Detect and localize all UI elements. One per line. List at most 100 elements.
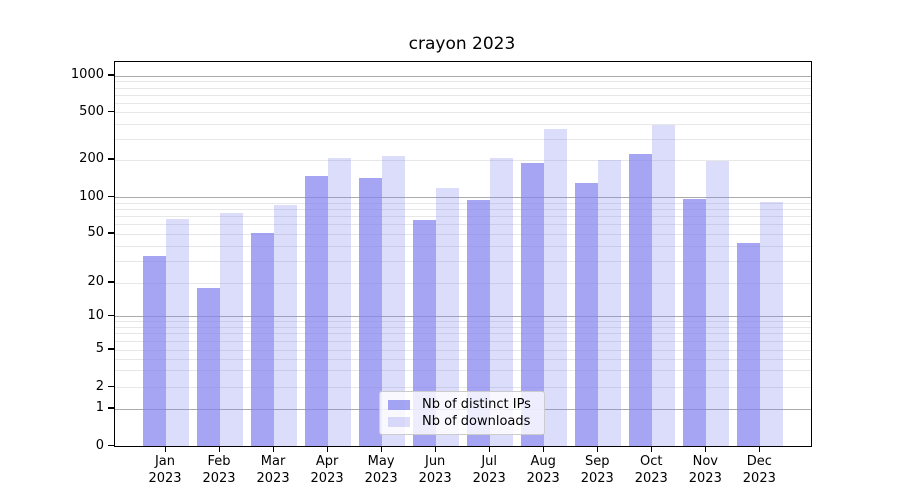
gridline-minor <box>115 224 811 226</box>
x-tick-label: Jul 2023 <box>459 453 519 487</box>
bar-distinct-ips-dec <box>737 243 761 446</box>
gridline-minor <box>115 87 811 89</box>
x-tick-mark <box>326 447 329 452</box>
y-tick-label: 200 <box>79 151 104 167</box>
gridline-minor <box>115 326 811 328</box>
x-tick-month: Mar <box>260 454 286 469</box>
bar-downloads-jan <box>166 219 189 446</box>
y-tick-mark <box>108 110 114 113</box>
gridline-minor <box>115 81 811 83</box>
x-tick-label: Sep 2023 <box>567 453 627 487</box>
y-tick-label: 0 <box>95 437 104 453</box>
gridline-major <box>115 197 811 198</box>
x-tick-month: Feb <box>207 454 231 469</box>
legend-swatch-distinct-ips <box>388 399 410 410</box>
x-tick-label: Dec 2023 <box>729 453 789 487</box>
bar-downloads-may <box>382 156 406 446</box>
y-tick-label: 50 <box>87 225 104 241</box>
x-tick-year: 2023 <box>364 471 398 486</box>
x-tick-mark <box>434 447 437 452</box>
legend-entry-downloads: Nb of downloads <box>388 414 536 429</box>
bar-downloads-apr <box>328 158 352 446</box>
gridline-minor <box>115 102 811 104</box>
y-tick-label: 2 <box>95 378 104 394</box>
gridline-minor <box>115 370 811 372</box>
bar-downloads-nov <box>706 160 730 446</box>
x-tick-year: 2023 <box>742 471 776 486</box>
gridline-minor <box>115 387 811 389</box>
x-tick-label: Aug 2023 <box>513 453 573 487</box>
gridline-minor <box>115 216 811 218</box>
legend-entry-distinct-ips: Nb of distinct IPs <box>388 397 536 412</box>
bar-distinct-ips-jun <box>413 219 437 446</box>
bar-distinct-ips-sep <box>575 182 599 446</box>
bar-downloads-sep <box>598 159 622 446</box>
y-tick-label: 500 <box>79 103 104 119</box>
x-tick-mark <box>758 447 761 452</box>
y-tick-label: 20 <box>87 274 104 290</box>
gridline-major <box>115 316 811 318</box>
y-tick-mark <box>108 385 114 388</box>
bar-downloads-feb <box>220 213 244 446</box>
x-tick-month: Nov <box>692 454 718 469</box>
bar-distinct-ips-apr <box>305 176 329 446</box>
chart-title: crayon 2023 <box>408 34 516 54</box>
x-tick-label: Jan 2023 <box>135 453 195 487</box>
gridline-minor <box>115 282 811 284</box>
x-tick-month: Aug <box>530 454 556 469</box>
gridline-minor <box>115 261 811 263</box>
y-tick-mark <box>108 348 114 350</box>
bar-distinct-ips-jul <box>467 200 491 446</box>
x-tick-year: 2023 <box>256 471 290 486</box>
gridline-minor <box>115 202 811 204</box>
gridline-minor <box>115 123 811 125</box>
y-tick-label: 1000 <box>70 67 104 83</box>
legend-label-downloads: Nb of downloads <box>422 414 531 429</box>
x-tick-month: Apr <box>315 454 339 469</box>
x-tick-month: May <box>367 454 395 469</box>
x-tick-month: Sep <box>584 454 610 469</box>
bar-downloads-mar <box>274 205 298 446</box>
gridline-minor <box>115 208 811 210</box>
x-tick-month: Oct <box>640 454 663 469</box>
bar-downloads-dec <box>760 202 784 446</box>
x-tick-mark <box>596 447 599 452</box>
y-tick-mark <box>108 74 114 76</box>
bar-downloads-jun <box>436 188 460 446</box>
x-tick-month: Jun <box>424 454 446 469</box>
bar-downloads-jul <box>490 157 514 446</box>
x-tick-year: 2023 <box>472 471 506 486</box>
x-tick-year: 2023 <box>526 471 560 486</box>
y-tick-label: 100 <box>79 188 104 204</box>
bar-distinct-ips-mar <box>251 232 275 446</box>
x-tick-label: May 2023 <box>351 453 411 487</box>
y-tick-mark <box>108 195 114 197</box>
gridline-minor <box>115 321 811 323</box>
bar-downloads-aug <box>544 129 568 446</box>
bar-distinct-ips-aug <box>521 162 545 446</box>
legend-label-distinct-ips: Nb of distinct IPs <box>422 397 531 412</box>
gridline-minor <box>115 159 811 161</box>
y-tick-mark <box>108 158 114 160</box>
plot-area <box>114 61 812 447</box>
y-tick-mark <box>108 232 114 234</box>
x-tick-mark <box>542 447 545 452</box>
x-tick-year: 2023 <box>688 471 722 486</box>
y-tick-mark <box>108 444 114 446</box>
y-tick-mark <box>108 281 114 283</box>
x-tick-label: Oct 2023 <box>621 453 681 487</box>
x-tick-year: 2023 <box>634 471 668 486</box>
x-tick-mark <box>650 447 653 452</box>
x-tick-label: Nov 2023 <box>675 453 735 487</box>
x-tick-mark <box>488 447 491 452</box>
x-tick-year: 2023 <box>310 471 344 486</box>
x-tick-year: 2023 <box>202 471 236 486</box>
gridline-minor <box>115 233 811 235</box>
bar-distinct-ips-oct <box>629 153 653 446</box>
gridline-minor <box>115 138 811 140</box>
x-tick-mark <box>704 447 707 452</box>
bar-distinct-ips-nov <box>683 199 707 446</box>
x-tick-mark <box>272 447 275 452</box>
x-tick-mark <box>164 447 166 452</box>
x-tick-label: Apr 2023 <box>297 453 357 487</box>
